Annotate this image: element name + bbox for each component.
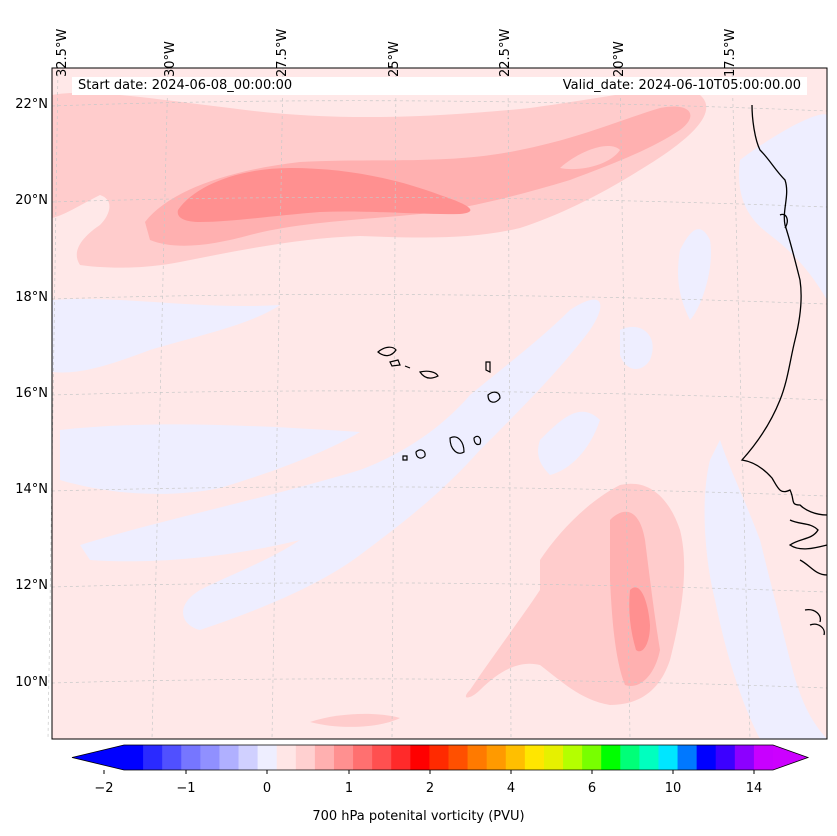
colorbar-segment	[162, 745, 182, 770]
colorbar-segment	[505, 745, 526, 770]
colorbar-outline	[71, 744, 810, 771]
colorbar-segment	[734, 745, 755, 770]
start-date-text: Start date: 2024-06-08_00:00:00	[78, 78, 293, 93]
colorbar-segment	[677, 745, 698, 770]
colorbar-segment	[410, 745, 430, 770]
africa-coastline	[740, 104, 828, 516]
colorbar-tick: −1	[176, 781, 196, 796]
colorbar-extend-high	[773, 745, 808, 770]
colorbar-segment	[391, 745, 411, 770]
lat-label-22n: 22°N	[15, 97, 48, 112]
colorbar-segment	[448, 745, 469, 770]
colorbar-segment	[295, 745, 316, 770]
lon-label-30w: 30°W	[163, 41, 178, 77]
colorbar-segment	[563, 745, 583, 770]
colorbar-segment	[181, 745, 201, 770]
negative-pv-regions	[52, 114, 827, 739]
lat-label-14n: 14°N	[15, 482, 48, 497]
colorbar-segment	[467, 745, 488, 770]
colorbar-segment	[219, 745, 240, 770]
lon-label-32-5w: 32.5°W	[55, 28, 70, 77]
lon-label-17-5w: 17.5°W	[723, 28, 738, 77]
map-frame	[51, 67, 828, 740]
colorbar-segment	[276, 745, 297, 770]
date-info-bar: Start date: 2024-06-08_00:00:00 Valid_da…	[72, 77, 807, 95]
colorbar-segment	[543, 745, 564, 770]
cape-verde-islands	[377, 346, 501, 461]
colorbar-tick: 14	[745, 781, 763, 796]
colorbar-tick: 2	[425, 781, 435, 796]
colorbar-extend-low	[72, 745, 124, 770]
colorbar-segment	[753, 745, 774, 770]
colorbar-segment	[314, 745, 335, 770]
colorbar-segment	[200, 745, 220, 770]
lat-label-10n: 10°N	[15, 675, 48, 690]
colorbar-label: 700 hPa potenital vorticity (PVU)	[312, 809, 525, 824]
colorbar-segment	[486, 745, 507, 770]
valid-date-text: Valid_date: 2024-06-10T05:00:00.00	[562, 78, 801, 93]
colorbar-segment	[257, 745, 278, 770]
colorbar-segment	[582, 745, 602, 770]
colorbar-segment	[143, 745, 163, 770]
lon-label-22-5w: 22.5°W	[498, 28, 513, 77]
colorbar-tick: 1	[344, 781, 354, 796]
lon-label-25w: 25°W	[387, 41, 402, 77]
colorbar-segment	[639, 745, 659, 770]
lat-label-16n: 16°N	[15, 386, 48, 401]
colorbar-segment	[238, 745, 259, 770]
colorbar-segment	[601, 745, 621, 770]
colorbar-segment	[524, 745, 545, 770]
lat-label-20n: 20°N	[15, 193, 48, 208]
graticule	[47, 67, 828, 740]
colorbar-segment	[696, 745, 717, 770]
colorbar-segment	[429, 745, 449, 770]
colorbar-tick: 6	[587, 781, 597, 796]
colorbar-tick: −2	[94, 781, 114, 796]
colorbar-tick: 4	[506, 781, 516, 796]
colorbar-segment	[124, 745, 144, 770]
lon-label-20w: 20°W	[612, 41, 627, 77]
lat-label-18n: 18°N	[15, 290, 48, 305]
colorbar-segment	[353, 745, 373, 770]
colorbar-segment	[715, 745, 736, 770]
colorbar-segment	[658, 745, 679, 770]
colorbar	[71, 744, 810, 774]
colorbar-segment	[620, 745, 640, 770]
lon-label-27-5w: 27.5°W	[275, 28, 290, 77]
positive-pv-level3	[177, 168, 650, 652]
colorbar-tick: 0	[262, 781, 272, 796]
colorbar-segment	[372, 745, 392, 770]
lat-label-12n: 12°N	[15, 578, 48, 593]
colorbar-segment	[333, 745, 354, 770]
colorbar-tick: 10	[664, 781, 682, 796]
